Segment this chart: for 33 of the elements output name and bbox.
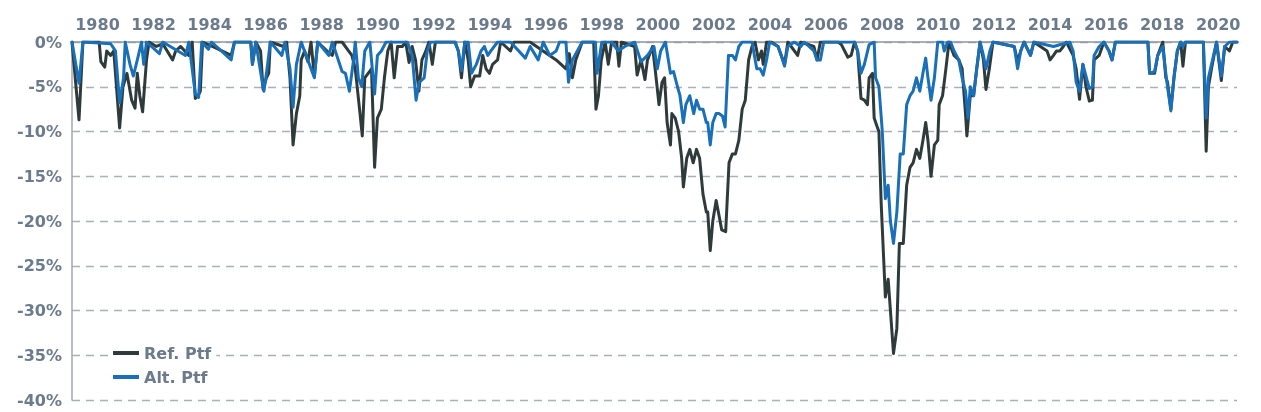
- x-tick-label: 1992: [411, 14, 456, 34]
- y-tick-label: -10%: [17, 122, 62, 141]
- x-tick-label: 2006: [803, 14, 849, 34]
- x-tick-label: 1988: [299, 14, 344, 34]
- x-tick-label: 2016: [1083, 14, 1129, 34]
- legend-label: Alt. Ptf: [144, 367, 209, 387]
- y-tick-label: -5%: [28, 77, 62, 97]
- x-tick-label: 2002: [691, 14, 737, 34]
- x-tick-label: 1986: [243, 14, 288, 34]
- x-tick-label: 1984: [187, 14, 232, 34]
- x-tick-label: 2012: [971, 14, 1017, 34]
- x-tick-label: 1980: [75, 14, 120, 34]
- line-series: [70, 40, 1239, 245]
- x-tick-label: 1994: [467, 14, 513, 34]
- x-tick-label: 1990: [355, 14, 400, 34]
- x-tick-label: 2020: [1195, 14, 1241, 34]
- x-tick-label: 2000: [635, 14, 681, 34]
- y-tick-label: -30%: [17, 301, 62, 320]
- x-tick-label: 2010: [915, 14, 961, 34]
- x-tick-label: 1998: [579, 14, 625, 34]
- x-tick-label: 2014: [1027, 14, 1073, 34]
- x-tick-label: 2008: [859, 14, 905, 34]
- x-tick-label: 2004: [747, 14, 793, 34]
- x-tick-label: 2018: [1139, 14, 1185, 34]
- x-tick-label: 1996: [523, 14, 569, 34]
- y-tick-label: -15%: [17, 166, 62, 186]
- y-tick-label: -20%: [17, 211, 62, 231]
- x-tick-label: 1982: [131, 14, 176, 34]
- y-tick-label: 0%: [34, 32, 62, 52]
- y-tick-label: -25%: [17, 256, 62, 276]
- legend-label: Ref. Ptf: [144, 343, 213, 363]
- y-tick-label: -35%: [17, 345, 62, 365]
- y-tick-label: -40%: [17, 390, 62, 410]
